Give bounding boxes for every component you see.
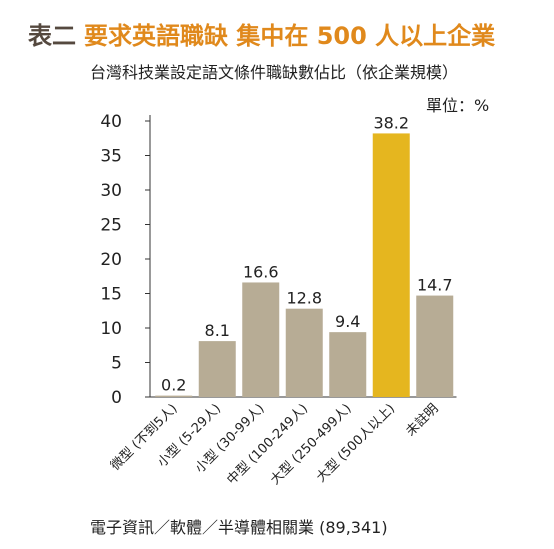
x-tick-label: 大型 (500人以上)	[314, 401, 398, 485]
x-tick-label: 未註明	[403, 401, 441, 439]
bar	[198, 341, 236, 397]
y-tick-label: 5	[111, 354, 122, 374]
title-prefix: 表二	[28, 22, 76, 50]
y-tick-label: 15	[100, 285, 122, 305]
bar-value-label: 14.7	[417, 276, 453, 295]
y-tick-label: 30	[100, 181, 122, 201]
footer-note: 電子資訊／軟體／半導體相關業 (89,341)	[90, 518, 388, 537]
chart-title: 表二 要求英語職缺 集中在 500 人以上企業	[28, 16, 495, 51]
unit-label: 單位：%	[426, 96, 490, 115]
y-tick-label: 40	[100, 112, 122, 132]
bar	[155, 395, 193, 397]
bar	[285, 308, 323, 397]
bar	[329, 332, 367, 397]
y-tick-label: 35	[100, 147, 122, 167]
bar-value-label: 12.8	[286, 289, 322, 308]
y-tick-label: 25	[100, 216, 122, 236]
chart-subtitle: 台灣科技業設定語文條件職缺數佔比（依企業規模）	[90, 63, 459, 82]
bar-value-label: 8.1	[205, 321, 230, 340]
bar	[242, 282, 280, 397]
bar-value-label: 9.4	[335, 312, 360, 331]
bar	[416, 295, 454, 397]
bar-value-label: 16.6	[243, 262, 279, 281]
x-tick-label: 大型 (250-499人)	[268, 401, 355, 488]
bar-value-label: 38.2	[373, 113, 409, 132]
y-tick-label: 0	[111, 388, 122, 408]
bar	[372, 133, 410, 398]
x-tick-label: 中型 (100-249人)	[224, 401, 311, 488]
y-tick-label: 20	[100, 250, 122, 270]
y-tick-label: 10	[100, 319, 122, 339]
title-main: 要求英語職缺 集中在 500 人以上企業	[84, 22, 496, 50]
bar-value-label: 0.2	[161, 376, 186, 395]
